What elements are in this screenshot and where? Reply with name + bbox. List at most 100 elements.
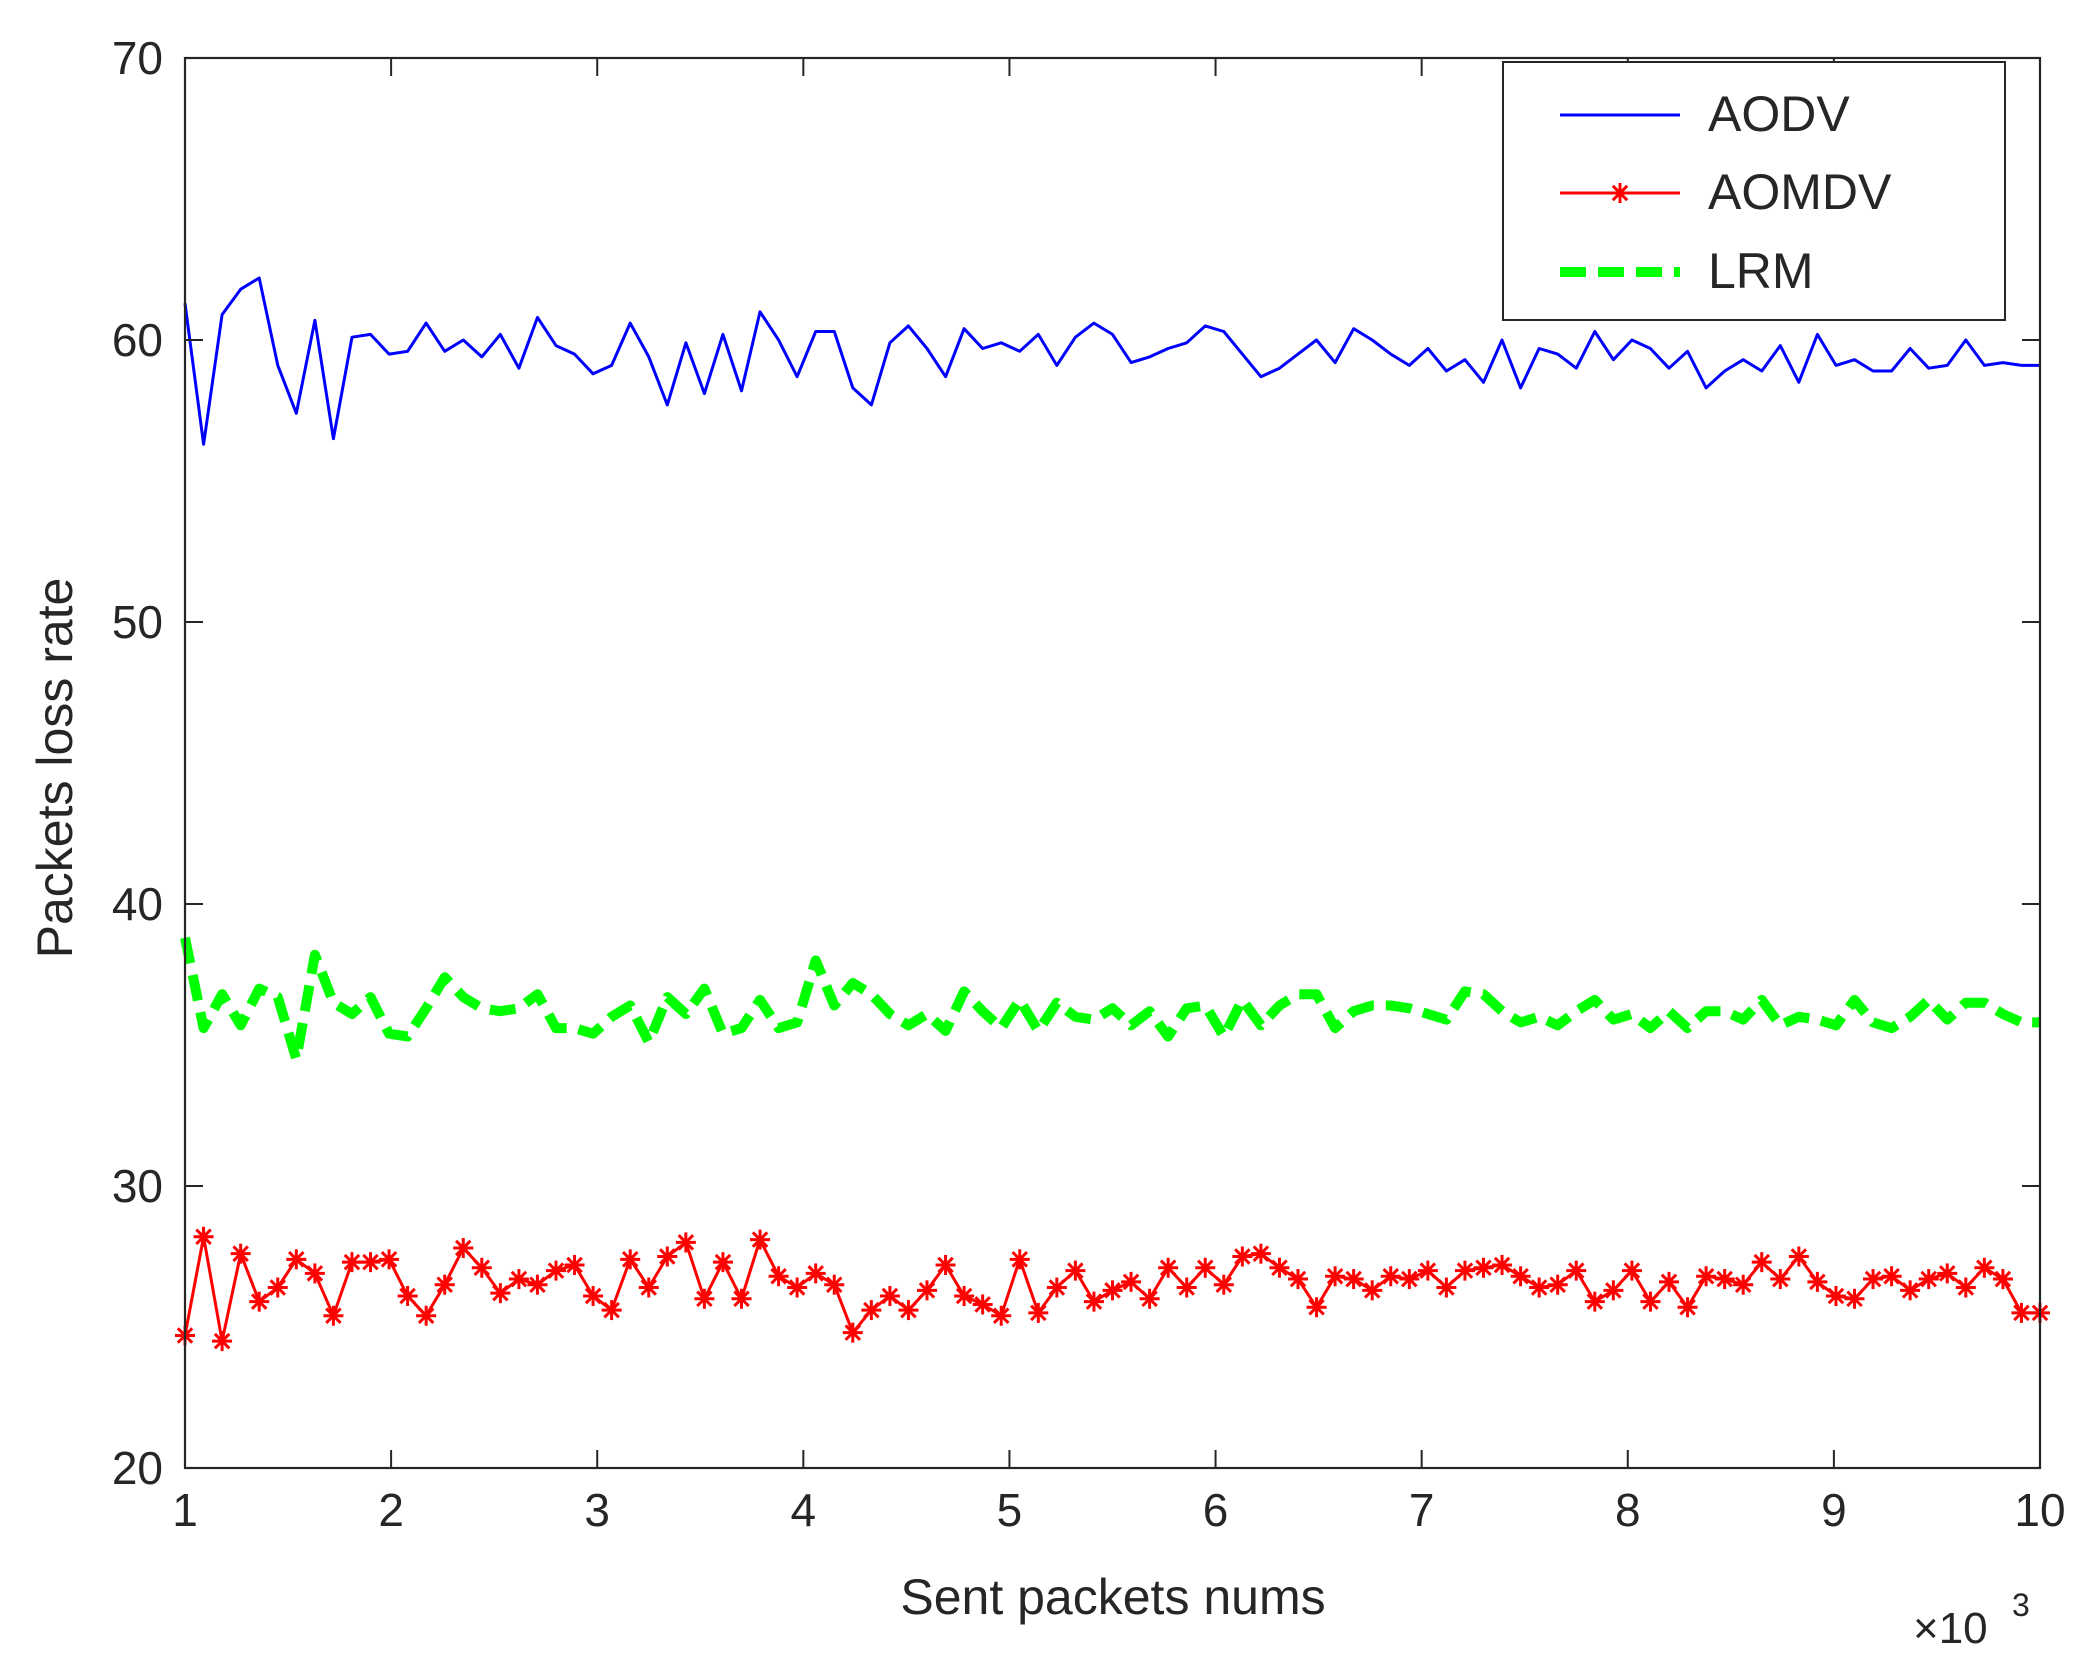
- data-point-aomdv: [917, 1280, 937, 1301]
- data-point-aomdv: [1510, 1266, 1531, 1287]
- x-tick-label: 6: [1203, 1484, 1229, 1536]
- data-point-aomdv: [1974, 1257, 1995, 1278]
- data-point-aomdv: [935, 1254, 956, 1275]
- data-point-aomdv: [1139, 1288, 1160, 1309]
- data-point-aomdv: [1918, 1269, 1939, 1290]
- data-point-aomdv: [1288, 1269, 1308, 1290]
- data-point-aomdv: [453, 1238, 474, 1259]
- y-tick-label: 50: [112, 596, 163, 648]
- data-point-aomdv: [230, 1243, 251, 1264]
- legend-marker-aomdv: [1610, 183, 1630, 203]
- series-line-aodv: [183, 276, 2040, 446]
- data-point-aomdv: [471, 1257, 492, 1278]
- series-line-lrm: [180, 936, 2040, 1065]
- series-lines: [175, 276, 2050, 1352]
- data-point-aomdv: [1863, 1269, 1884, 1290]
- data-point-aomdv: [416, 1305, 437, 1326]
- x-tick-label: 9: [1821, 1484, 1847, 1536]
- data-point-aomdv: [564, 1254, 585, 1275]
- data-point-aomdv: [267, 1277, 288, 1298]
- series-markers-aomdv: [175, 1226, 2050, 1352]
- data-point-aomdv: [323, 1305, 344, 1326]
- legend-asterisk-aomdv: [1610, 183, 1630, 203]
- data-point-aomdv: [638, 1277, 659, 1298]
- data-point-aomdv: [1659, 1271, 1679, 1292]
- data-point-aomdv: [1343, 1269, 1364, 1290]
- data-point-aomdv: [1547, 1274, 1568, 1295]
- legend-label-aodv: AODV: [1708, 86, 1850, 142]
- data-point-aomdv: [1492, 1254, 1513, 1275]
- legend-label-lrm: LRM: [1708, 243, 1814, 299]
- y-axis-label: Packets loss rate: [27, 578, 83, 959]
- x-multiplier-exponent: 3: [2012, 1587, 2030, 1623]
- data-point-aomdv: [193, 1226, 214, 1247]
- data-point-aomdv: [1399, 1269, 1420, 1290]
- data-point-aomdv: [1362, 1280, 1383, 1301]
- legend-label-aomdv: AOMDV: [1708, 164, 1892, 220]
- data-point-aomdv: [731, 1288, 752, 1309]
- data-point-aomdv: [824, 1274, 845, 1295]
- x-tick-label: 1: [172, 1484, 198, 1536]
- data-point-aomdv: [898, 1300, 919, 1321]
- data-point-aomdv: [379, 1249, 400, 1270]
- data-point-aomdv: [249, 1291, 270, 1312]
- data-point-aomdv: [1825, 1285, 1846, 1306]
- data-point-aomdv: [1881, 1266, 1902, 1287]
- data-point-aomdv: [1436, 1277, 1457, 1298]
- data-point-aomdv: [490, 1283, 511, 1304]
- y-tick-label: 70: [112, 32, 163, 84]
- x-tick-label: 2: [378, 1484, 404, 1536]
- data-point-aomdv: [1992, 1269, 2013, 1290]
- data-point-aomdv: [508, 1269, 529, 1290]
- legend-item-lrm: LRM: [1560, 243, 1814, 299]
- data-point-aomdv: [694, 1288, 715, 1309]
- data-point-aomdv: [1102, 1280, 1123, 1301]
- data-point-aomdv: [1269, 1257, 1290, 1278]
- data-point-aomdv: [1640, 1291, 1661, 1312]
- data-point-aomdv: [212, 1331, 233, 1352]
- data-point-aomdv: [1770, 1269, 1791, 1290]
- data-point-aomdv: [1065, 1260, 1086, 1281]
- data-point-aomdv: [1306, 1297, 1327, 1318]
- x-tick-label: 8: [1615, 1484, 1641, 1536]
- data-point-aomdv: [1380, 1266, 1401, 1287]
- data-point-aomdv: [583, 1285, 604, 1306]
- data-point-aomdv: [657, 1246, 678, 1267]
- data-point-aomdv: [787, 1277, 808, 1298]
- data-point-aomdv: [1566, 1260, 1587, 1281]
- data-point-aomdv: [972, 1294, 993, 1315]
- data-point-aomdv: [712, 1252, 733, 1273]
- data-point-aomdv: [601, 1300, 622, 1321]
- data-point-aomdv: [286, 1249, 307, 1270]
- data-point-aomdv: [991, 1305, 1012, 1326]
- data-point-aomdv: [805, 1263, 826, 1284]
- x-multiplier-label: ×10: [1913, 1604, 1988, 1653]
- x-axis-label: Sent packets nums: [900, 1569, 1325, 1625]
- data-point-aomdv: [304, 1263, 325, 1284]
- data-point-aomdv: [1788, 1246, 1809, 1267]
- data-point-aomdv: [675, 1232, 696, 1253]
- data-point-aomdv: [861, 1300, 882, 1321]
- data-point-aomdv: [1121, 1271, 1142, 1292]
- x-tick-label: 10: [2014, 1484, 2065, 1536]
- data-point-aomdv: [1046, 1277, 1067, 1298]
- data-point-aomdv: [1417, 1260, 1438, 1281]
- data-point-aomdv: [1250, 1243, 1271, 1264]
- x-axis: 1 2 3 4 5 6 7 8 9 10: [172, 58, 2066, 1536]
- legend-box: [1502, 61, 2006, 321]
- data-point-aomdv: [1232, 1246, 1253, 1267]
- data-point-aomdv: [1213, 1274, 1234, 1295]
- data-point-aomdv: [1325, 1266, 1346, 1287]
- x-tick-label: 4: [791, 1484, 817, 1536]
- x-tick-label: 3: [584, 1484, 610, 1536]
- data-point-aomdv: [1603, 1280, 1624, 1301]
- data-point-aomdv: [1009, 1249, 1030, 1270]
- data-point-aomdv: [1751, 1252, 1772, 1273]
- data-point-aomdv: [1937, 1263, 1958, 1284]
- data-point-aomdv: [879, 1285, 900, 1306]
- data-point-aomdv: [341, 1252, 362, 1273]
- legend-item-aodv: AODV: [1560, 86, 1850, 142]
- x-tick-label: 7: [1409, 1484, 1435, 1536]
- data-point-aomdv: [1158, 1257, 1179, 1278]
